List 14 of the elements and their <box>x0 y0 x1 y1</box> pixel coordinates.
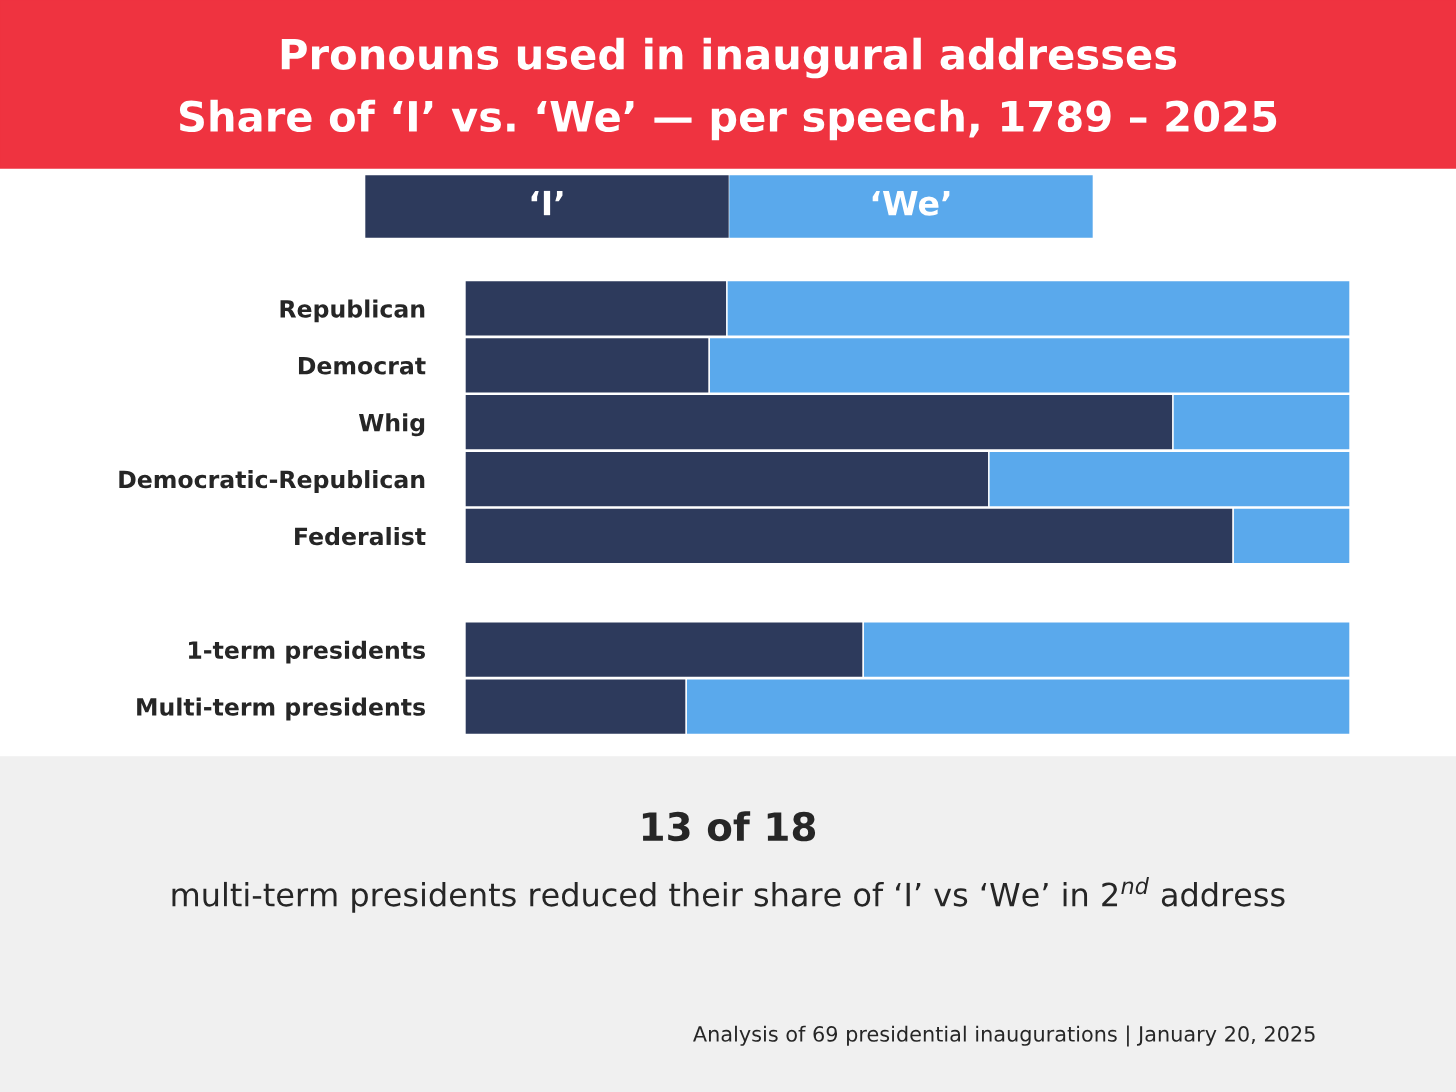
y-tick-label: Whig <box>358 413 425 437</box>
text: multi-term presidents reduced their share of ‘I’ vs ‘We’ in 2$^{nd}$ address <box>172 876 1285 913</box>
series-label: ‘I’ <box>531 190 563 216</box>
y-tick-label: Democrat <box>298 357 426 375</box>
y-tick-label: Multi-term presidents <box>137 697 425 721</box>
text: 13 of 18 <box>642 811 816 842</box>
y-tick-label: 1-term presidents <box>189 640 425 664</box>
text: Analysis of 69 presidential inaugurations | January 20, 2025 <box>693 1025 1315 1047</box>
series-label: ‘We’ <box>872 190 950 216</box>
y-tick-label: Democratic-Republican <box>119 470 425 493</box>
chart-title: Pronouns used in inaugural addresses <box>281 37 1177 79</box>
y-tick-label: Federalist <box>295 526 426 546</box>
chart-subtitle: Share of ‘I’ vs. ‘We’ — per speech, 1789 – 2025 <box>179 99 1277 141</box>
y-tick-label: Republican <box>280 299 425 323</box>
